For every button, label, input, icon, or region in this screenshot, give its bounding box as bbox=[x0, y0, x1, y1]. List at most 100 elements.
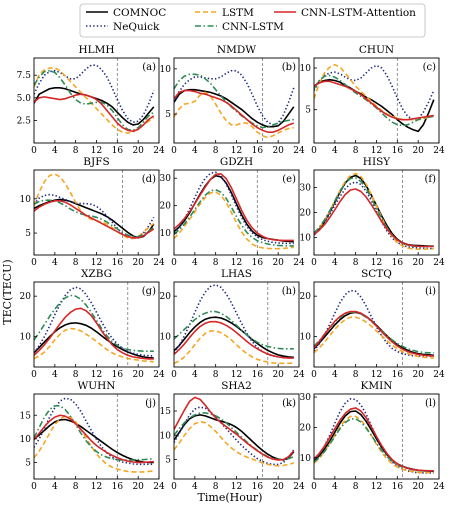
panel-sha2: SHA2 (k) 0 4 8 12 16 20 24 5 10 15 bbox=[160, 380, 305, 492]
y-tick-label: 20 bbox=[300, 209, 312, 219]
series-line-nequick bbox=[314, 289, 434, 357]
panel-title: CHUN bbox=[359, 44, 394, 56]
x-tick-label: 12 bbox=[91, 258, 102, 268]
panel-lhas: LHAS (h) 0 4 8 12 16 20 24 10 20 bbox=[160, 268, 305, 380]
x-tick-label: 0 bbox=[31, 258, 37, 268]
series-line-att bbox=[34, 93, 155, 133]
x-tick-label: 20 bbox=[412, 482, 424, 492]
y-tick-label: 10 bbox=[160, 431, 172, 441]
plot-frame bbox=[313, 57, 440, 144]
y-tick-label: 5 bbox=[165, 456, 171, 466]
x-tick-label: 12 bbox=[91, 482, 102, 492]
series-line-comnoc bbox=[174, 88, 295, 128]
series-line-lstm bbox=[34, 173, 155, 240]
y-tick-label: 5.0 bbox=[17, 94, 32, 104]
panel-bjfs: BJFS (d) 0 4 8 12 16 20 24 5 10 bbox=[20, 156, 165, 268]
x-tick-label: 0 bbox=[31, 482, 37, 492]
x-tick-label: 24 bbox=[293, 258, 305, 268]
legend: COMNOC LSTM CNN-LSTM-Attention NeQuick CNN-L… bbox=[79, 3, 426, 38]
plot-frame bbox=[173, 393, 300, 480]
series-line-nequick bbox=[34, 397, 154, 466]
x-tick-label: 0 bbox=[171, 146, 177, 156]
x-tick-label: 12 bbox=[231, 146, 242, 156]
x-tick-label: 24 bbox=[293, 370, 305, 380]
series-group bbox=[174, 396, 295, 467]
x-tick-label: 20 bbox=[272, 482, 284, 492]
x-tick-label: 4 bbox=[332, 482, 338, 492]
x-tick-label: 4 bbox=[192, 482, 198, 492]
y-tick-label: 30 bbox=[160, 174, 172, 184]
series-line-att bbox=[314, 188, 434, 248]
x-tick-label: 20 bbox=[132, 370, 144, 380]
y-tick-label: 10 bbox=[160, 333, 172, 343]
panel-gdzh: GDZH (e) 0 4 8 12 16 20 24 10 20 30 bbox=[160, 156, 305, 268]
x-tick-label: 4 bbox=[192, 370, 198, 380]
y-tick-label: 30 bbox=[300, 184, 312, 194]
x-tick-label: 8 bbox=[353, 146, 359, 156]
x-tick-label: 16 bbox=[112, 482, 124, 492]
x-tick-label: 0 bbox=[311, 146, 317, 156]
y-tick-label: 15 bbox=[160, 407, 172, 417]
series-line-att bbox=[34, 414, 154, 464]
x-tick-label: 8 bbox=[353, 258, 359, 268]
panel-letter: (k) bbox=[282, 398, 296, 409]
panel-hisy: HISY (f) 0 4 8 12 16 20 24 10 20 30 bbox=[300, 156, 445, 268]
series-group bbox=[34, 64, 155, 134]
x-tick-label: 24 bbox=[293, 146, 305, 156]
x-tick-label: 24 bbox=[153, 370, 165, 380]
panel-title: KMIN bbox=[361, 380, 393, 392]
x-tick-label: 16 bbox=[252, 482, 264, 492]
y-tick-label: 20 bbox=[20, 292, 32, 302]
series-line-cnnlstm bbox=[34, 199, 155, 238]
legend-label-att: CNN-LSTM-Attention bbox=[301, 7, 416, 19]
y-tick-label: 7.5 bbox=[17, 71, 32, 81]
panel-hlmh: HLMH (a) 0 4 8 12 16 20 24 2.5 5.0 7.5 bbox=[17, 44, 165, 156]
series-line-att bbox=[314, 80, 434, 121]
y-tick-label: 5 bbox=[165, 110, 171, 120]
series-group bbox=[174, 284, 294, 365]
panel-letter: (i) bbox=[425, 286, 436, 297]
series-group bbox=[314, 398, 434, 474]
series-line-lstm bbox=[314, 172, 434, 251]
series-group bbox=[174, 69, 295, 139]
panel-letter: (c) bbox=[423, 62, 437, 73]
series-line-att bbox=[314, 310, 434, 357]
x-tick-label: 24 bbox=[153, 482, 165, 492]
x-tick-label: 20 bbox=[132, 258, 144, 268]
x-tick-label: 24 bbox=[433, 482, 445, 492]
x-tick-label: 12 bbox=[231, 370, 242, 380]
x-tick-label: 16 bbox=[252, 146, 264, 156]
x-tick-label: 4 bbox=[192, 146, 198, 156]
x-tick-label: 0 bbox=[311, 370, 317, 380]
y-tick-label: 10 bbox=[300, 64, 312, 74]
series-line-nequick bbox=[34, 64, 155, 123]
legend-label-comnoc: COMNOC bbox=[113, 7, 166, 19]
series-line-lstm bbox=[174, 91, 294, 139]
x-tick-label: 16 bbox=[252, 258, 264, 268]
x-tick-label: 12 bbox=[371, 482, 382, 492]
x-tick-label: 8 bbox=[213, 482, 219, 492]
x-tick-label: 16 bbox=[392, 370, 404, 380]
series-line-cnnlstm bbox=[314, 418, 434, 472]
y-tick-label: 10 bbox=[20, 195, 32, 205]
x-tick-label: 4 bbox=[52, 482, 58, 492]
panel-title: NMDW bbox=[217, 44, 256, 56]
x-tick-label: 20 bbox=[132, 482, 144, 492]
x-tick-label: 20 bbox=[272, 370, 284, 380]
x-tick-label: 0 bbox=[171, 482, 177, 492]
legend-frame bbox=[79, 3, 426, 38]
series-line-att bbox=[34, 200, 155, 239]
panel-letter: (e) bbox=[282, 174, 296, 185]
x-tick-label: 0 bbox=[311, 258, 317, 268]
panel-nmdw: NMDW (b) 0 4 8 12 16 20 24 5 10 bbox=[160, 44, 305, 156]
x-tick-label: 16 bbox=[392, 482, 404, 492]
y-tick-label: 5 bbox=[25, 458, 31, 468]
plot-frame bbox=[173, 57, 300, 144]
series-line-cnnlstm bbox=[34, 405, 154, 461]
series-line-cnnlstm bbox=[34, 69, 155, 132]
x-tick-label: 12 bbox=[231, 258, 242, 268]
series-line-att bbox=[34, 307, 154, 360]
x-tick-label: 16 bbox=[392, 258, 404, 268]
series-group bbox=[314, 63, 435, 133]
series-line-nequick bbox=[34, 193, 155, 240]
